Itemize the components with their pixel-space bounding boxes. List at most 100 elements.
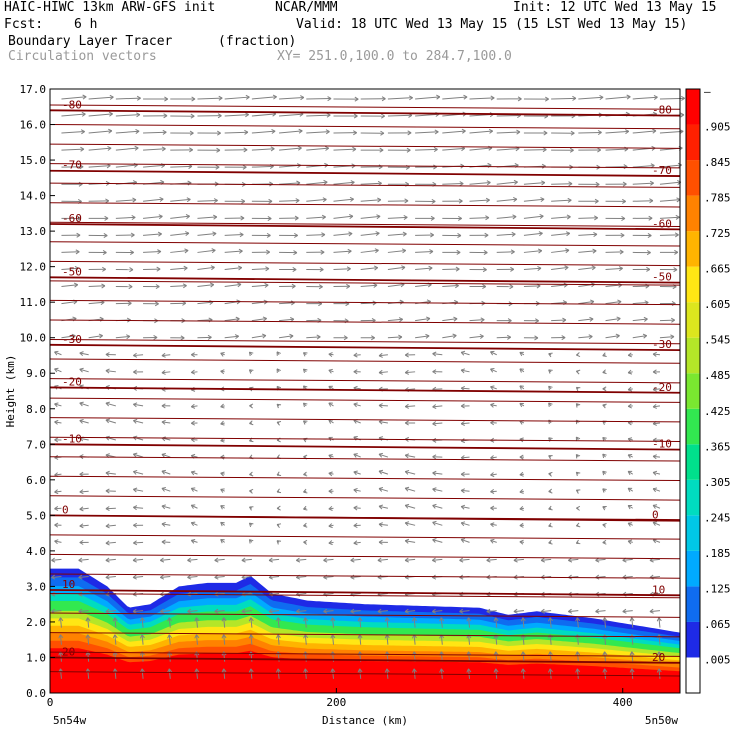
vector-arrow (353, 369, 361, 375)
vector-arrow (551, 197, 572, 203)
vector-arrow (627, 487, 634, 493)
vector-arrow (469, 267, 487, 273)
contour-line (49, 612, 681, 618)
vector-arrow (88, 198, 110, 204)
vector-arrow (360, 147, 384, 153)
vector-arrow (387, 95, 413, 101)
vector-arrow (197, 113, 222, 119)
vector-arrow (79, 489, 89, 495)
vector-arrow (251, 146, 275, 152)
vector-arrow (442, 215, 462, 221)
vector-arrow (279, 145, 302, 151)
contour-label-left: 10 (62, 578, 75, 591)
vector-arrow (496, 231, 516, 237)
vector-arrow (490, 350, 497, 356)
vector-arrow (605, 266, 623, 272)
vector-arrow (279, 317, 295, 323)
vector-arrow (115, 284, 133, 290)
vector-arrow (251, 198, 273, 204)
vector-arrow (58, 617, 64, 628)
contour-label-right: 10 (652, 583, 665, 596)
vector-arrow (519, 471, 525, 477)
y-tick-label: 0.0 (26, 687, 46, 700)
vector-arrow (251, 333, 267, 339)
vector-arrow (551, 181, 573, 187)
vector-arrow (404, 503, 416, 509)
vector-arrow (360, 214, 381, 220)
vector-arrow (632, 333, 648, 339)
vector-arrow (248, 617, 254, 628)
vector-arrow (442, 128, 466, 134)
vector-arrow (170, 96, 196, 102)
vector-arrow (551, 248, 570, 254)
vector-arrow (404, 369, 416, 375)
vector-arrow (214, 574, 225, 580)
vector-arrow (432, 538, 443, 543)
vector-arrow (578, 215, 598, 221)
vector-arrow (132, 469, 144, 475)
vector-arrow (404, 538, 416, 544)
contour-line (49, 534, 681, 540)
vector-arrow (61, 111, 86, 117)
vector-arrow (629, 617, 635, 628)
vector-arrow (279, 95, 305, 101)
vector-arrow (629, 668, 635, 679)
contour-label-left: 0 (62, 503, 69, 516)
vector-arrow (220, 521, 225, 527)
vector-arrow (387, 215, 408, 221)
vector-arrow (460, 403, 470, 409)
contour-label-right: -60 (652, 217, 672, 230)
vector-arrow (578, 299, 595, 305)
vector-arrow (632, 316, 648, 322)
vector-arrow (548, 522, 553, 528)
vector-arrow (115, 232, 135, 238)
vector-arrow (378, 539, 388, 545)
vector-arrow (360, 265, 379, 271)
vector-arrow (51, 557, 62, 563)
vector-arrow (415, 164, 438, 170)
vector-arrow (622, 574, 633, 580)
vector-arrow (486, 608, 497, 614)
vector-arrow (197, 164, 220, 170)
vector-arrow (112, 617, 118, 628)
vector-arrow (490, 455, 497, 461)
vector-arrow (249, 420, 254, 426)
vector-arrow (578, 316, 594, 322)
vector-arrow (190, 403, 198, 409)
vector-arrow (387, 130, 412, 136)
vector-arrow (51, 574, 62, 580)
vector-arrow (523, 231, 543, 237)
vector-arrow (384, 617, 390, 628)
vector-arrow (632, 180, 654, 186)
vector-arrow (387, 265, 406, 271)
vector-arrow (632, 198, 654, 204)
vector-arrow (248, 634, 254, 645)
vector-arrow (551, 282, 568, 288)
vector-arrow (333, 146, 357, 152)
vector-arrow (88, 250, 107, 256)
vector-arrow (490, 538, 497, 544)
vector-arrow (523, 147, 547, 153)
vector-arrow (220, 505, 225, 510)
vector-arrow (659, 180, 682, 185)
colorbar-label: .545 (704, 334, 731, 347)
contour-line (49, 202, 681, 208)
vector-arrow (190, 504, 198, 509)
vector-arrow (627, 352, 633, 358)
vector-arrow (221, 634, 227, 645)
vector-arrow (520, 617, 526, 628)
contour-label-right: -70 (652, 164, 672, 177)
vector-arrow (303, 488, 308, 494)
vector-arrow (279, 250, 298, 256)
vector-arrow (194, 617, 200, 628)
vector-arrow (632, 233, 652, 239)
contour-line--10 (49, 443, 681, 451)
vector-arrow (143, 249, 162, 255)
vector-arrow (622, 608, 633, 614)
vector-arrow (415, 265, 433, 271)
vector-arrow (303, 539, 308, 545)
vector-arrow (224, 164, 247, 170)
vector-arrow (302, 368, 308, 374)
vector-arrow (547, 617, 553, 628)
vector-arrow (490, 488, 497, 494)
